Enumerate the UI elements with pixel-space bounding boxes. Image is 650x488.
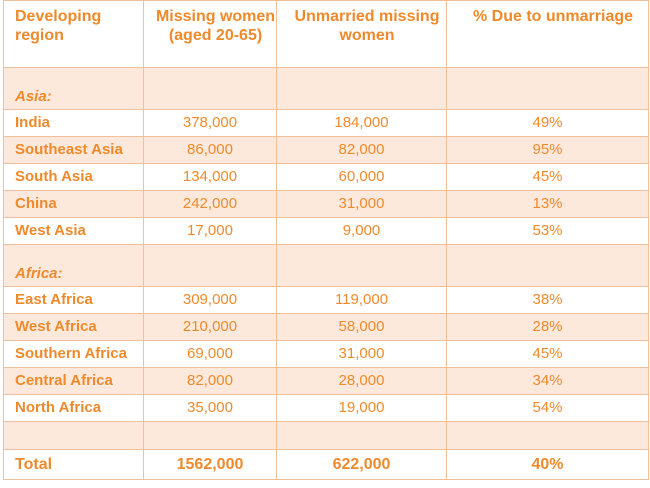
spacer-row [3,421,649,450]
empty-cell [446,421,649,450]
table-row: India 378,000 184,000 49% [3,109,649,137]
unmarried-cell: 82,000 [276,136,447,164]
header-unmarried-missing-women: Unmarried missing women [276,0,447,68]
pct-cell: 45% [446,163,649,191]
table-row: East Africa 309,000 119,000 38% [3,286,649,314]
section-label: Asia: [3,67,144,110]
missing-cell: 242,000 [143,190,277,218]
unmarried-cell: 31,000 [276,190,447,218]
empty-cell [3,421,144,450]
table-row: North Africa 35,000 19,000 54% [3,394,649,422]
missing-cell: 86,000 [143,136,277,164]
empty-cell [446,244,649,287]
missing-cell: 378,000 [143,109,277,137]
region-cell: Southern Africa [3,340,144,368]
region-cell: India [3,109,144,137]
table-header-row: Developing region Missing women (aged 20… [3,0,649,68]
empty-cell [143,67,277,110]
empty-cell [143,244,277,287]
region-cell: South Asia [3,163,144,191]
missing-cell: 210,000 [143,313,277,341]
total-unmarried: 622,000 [276,449,447,480]
pct-cell: 49% [446,109,649,137]
empty-cell [143,421,277,450]
unmarried-cell: 31,000 [276,340,447,368]
missing-women-table: Developing region Missing women (aged 20… [3,0,649,480]
pct-cell: 54% [446,394,649,422]
table-row: West Africa 210,000 58,000 28% [3,313,649,341]
missing-cell: 35,000 [143,394,277,422]
empty-cell [276,244,447,287]
unmarried-cell: 60,000 [276,163,447,191]
unmarried-cell: 9,000 [276,217,447,245]
pct-cell: 38% [446,286,649,314]
unmarried-cell: 28,000 [276,367,447,395]
total-label: Total [3,449,144,480]
missing-cell: 82,000 [143,367,277,395]
empty-cell [276,67,447,110]
table-row: China 242,000 31,000 13% [3,190,649,218]
region-cell: China [3,190,144,218]
table-row: Southern Africa 69,000 31,000 45% [3,340,649,368]
table-row: South Asia 134,000 60,000 45% [3,163,649,191]
unmarried-cell: 58,000 [276,313,447,341]
region-cell: East Africa [3,286,144,314]
empty-cell [276,421,447,450]
pct-cell: 13% [446,190,649,218]
pct-cell: 95% [446,136,649,164]
region-cell: West Africa [3,313,144,341]
total-missing: 1562,000 [143,449,277,480]
missing-cell: 134,000 [143,163,277,191]
unmarried-cell: 119,000 [276,286,447,314]
header-percent-due-to-unmarriage: % Due to unmarriage [446,0,649,68]
table-row: West Asia 17,000 9,000 53% [3,217,649,245]
pct-cell: 53% [446,217,649,245]
pct-cell: 45% [446,340,649,368]
header-developing-region: Developing region [3,0,144,68]
header-missing-women: Missing women (aged 20-65) [143,0,277,68]
unmarried-cell: 19,000 [276,394,447,422]
empty-cell [446,67,649,110]
region-cell: Central Africa [3,367,144,395]
table-row: Central Africa 82,000 28,000 34% [3,367,649,395]
section-row-africa: Africa: [3,244,649,287]
region-cell: Southeast Asia [3,136,144,164]
missing-cell: 309,000 [143,286,277,314]
total-pct: 40% [446,449,649,480]
missing-cell: 17,000 [143,217,277,245]
pct-cell: 28% [446,313,649,341]
region-cell: North Africa [3,394,144,422]
unmarried-cell: 184,000 [276,109,447,137]
section-label: Africa: [3,244,144,287]
region-cell: West Asia [3,217,144,245]
section-row-asia: Asia: [3,67,649,110]
pct-cell: 34% [446,367,649,395]
total-row: Total 1562,000 622,000 40% [3,449,649,480]
missing-cell: 69,000 [143,340,277,368]
table-row: Southeast Asia 86,000 82,000 95% [3,136,649,164]
